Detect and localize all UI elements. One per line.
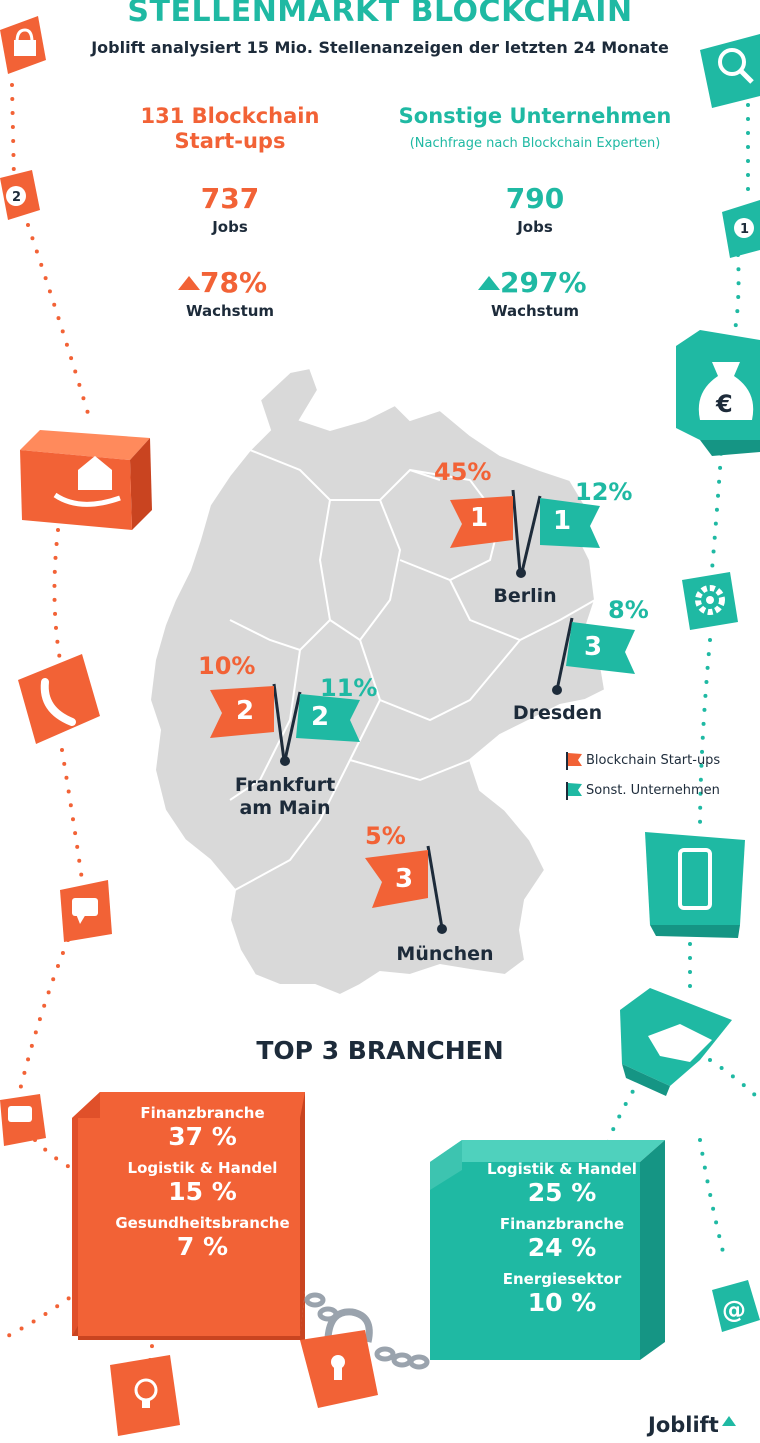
frankfurt-marker	[210, 683, 360, 766]
svg-text:2: 2	[12, 190, 21, 205]
others-jobs-label: Jobs	[517, 218, 553, 236]
berlin-startup-flag	[450, 496, 513, 548]
growth-up-triangle-icon	[178, 276, 200, 290]
muenchen-startup-pct: 5%	[365, 822, 406, 850]
frankfurt-startup-rank: 2	[236, 696, 255, 726]
page-title: STELLENMARKT BLOCKCHAIN	[127, 0, 633, 29]
muenchen-startup-flag	[365, 850, 428, 908]
startups-branche-3-value: 7 %	[176, 1232, 229, 1261]
startups-title: 131 Blockchain Start-ups	[120, 104, 340, 154]
others-branchen: Logistik & Handel 25 % Finanzbranche 24 …	[462, 1160, 662, 1325]
startups-branche-1-value: 37 %	[168, 1122, 237, 1151]
startups-jobs-label: Jobs	[212, 218, 248, 236]
growth-up-triangle-icon	[478, 276, 500, 290]
money-bag-euro-icon: €	[676, 330, 760, 456]
logo-triangle-icon	[721, 1416, 736, 1426]
others-growth-value: 297%	[500, 266, 587, 299]
berlin-label: Berlin	[493, 585, 557, 607]
dresden-label: Dresden	[512, 702, 603, 724]
berlin-marker	[450, 489, 600, 578]
branchen-title: TOP 3 BRANCHEN	[256, 1036, 504, 1065]
dresden-marker	[552, 617, 635, 695]
berlin-startup-pct: 45%	[434, 458, 492, 486]
others-growth: 297%	[478, 266, 618, 299]
home-hand-icon	[20, 430, 152, 530]
startups-jobs: 737	[200, 182, 260, 215]
joblift-logo: Joblift	[648, 1413, 736, 1437]
legend-flags	[566, 752, 582, 800]
startups-growth-value: 78%	[200, 266, 268, 299]
frankfurt-startup-flag	[210, 686, 274, 738]
number-1-icon: 1	[722, 200, 760, 258]
dresden-other-flag	[566, 622, 635, 674]
berlin-startup-rank: 1	[470, 503, 489, 533]
berlin-other-pct: 12%	[575, 478, 633, 506]
dresden-other-rank: 3	[584, 632, 603, 662]
svg-text:@: @	[722, 1296, 746, 1324]
startups-title-line1: 131 Blockchain	[140, 104, 320, 128]
smartphone-icon	[645, 832, 745, 938]
others-subtitle: (Nachfrage nach Blockchain Experten)	[409, 136, 661, 151]
others-branche-1-label: Logistik & Handel	[487, 1160, 637, 1178]
svg-text:1: 1	[740, 222, 749, 237]
others-branche-2-value: 24 %	[527, 1233, 597, 1262]
number-2-icon: 2	[0, 170, 40, 220]
lightbulb-icon	[110, 1355, 180, 1436]
phone-icon	[18, 654, 100, 744]
at-sign-icon: @	[712, 1280, 760, 1332]
frankfurt-other-pct: 11%	[320, 674, 378, 702]
others-branche-3-label: Energiesektor	[502, 1270, 622, 1288]
handshake-icon	[620, 988, 732, 1096]
muenchen-marker	[365, 845, 447, 934]
speech-bubble-icon	[60, 880, 112, 942]
others-branche-1-value: 25 %	[527, 1178, 597, 1207]
frankfurt-label-line1: Frankfurt	[234, 774, 336, 796]
berlin-other-rank: 1	[553, 506, 572, 536]
page-subtitle: Joblift analysiert 15 Mio. Stellenanzeig…	[91, 38, 669, 57]
legend-startups: Blockchain Start-ups	[586, 753, 721, 768]
frankfurt-label-line2: am Main	[239, 797, 331, 819]
startups-growth: 78%	[178, 266, 288, 299]
frankfurt-other-flag	[296, 694, 360, 742]
others-jobs: 790	[505, 182, 565, 215]
frankfurt-other-rank: 2	[311, 702, 330, 732]
others-title: Sonstige Unternehmen	[398, 104, 672, 128]
muenchen-startup-rank: 3	[395, 864, 414, 894]
muenchen-label: München	[396, 943, 494, 965]
startups-branche-2-value: 15 %	[168, 1177, 237, 1206]
startups-title-line2: Start-ups	[174, 129, 286, 153]
others-branche-3-value: 10 %	[527, 1288, 597, 1317]
startups-branche-3-label: Gesundheitsbranche	[115, 1214, 290, 1232]
speech-bubble-icon	[0, 1094, 46, 1146]
dresden-other-pct: 8%	[608, 596, 649, 624]
startups-growth-label: Wachstum	[185, 302, 275, 320]
startups-branche-2-label: Logistik & Handel	[127, 1159, 278, 1177]
gear-icon	[682, 572, 738, 630]
svg-text:€: €	[715, 390, 733, 418]
startups-branche-1-label: Finanzbranche	[140, 1104, 265, 1122]
legend-others: Sonst. Unternehmen	[586, 783, 720, 798]
lock-icon	[0, 16, 46, 74]
others-branche-2-label: Finanzbranche	[499, 1215, 625, 1233]
frankfurt-startup-pct: 10%	[198, 652, 256, 680]
others-growth-label: Wachstum	[490, 302, 580, 320]
frankfurt-label: Frankfurt am Main	[210, 774, 360, 820]
berlin-other-flag	[540, 498, 600, 548]
joblift-logo-text: Joblift	[648, 1413, 719, 1437]
padlock-chain-icon	[300, 1308, 378, 1408]
startups-branchen: Finanzbranche 37 % Logistik & Handel 15 …	[100, 1104, 305, 1269]
search-icon	[700, 34, 760, 108]
